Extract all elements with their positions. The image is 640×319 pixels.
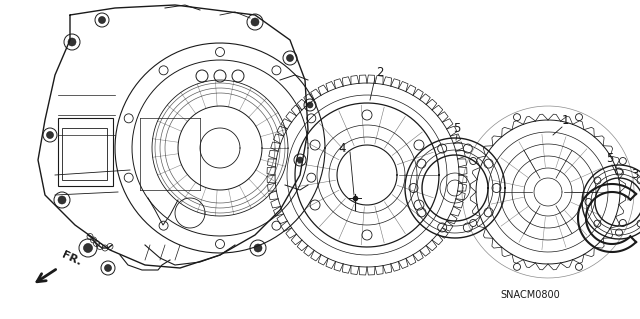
Circle shape [83, 243, 93, 253]
Circle shape [575, 114, 582, 121]
Text: 2: 2 [376, 65, 384, 78]
Circle shape [216, 48, 225, 56]
Text: FR.: FR. [60, 249, 83, 267]
Text: 1: 1 [561, 114, 569, 127]
Text: 5: 5 [606, 152, 614, 165]
Circle shape [251, 18, 259, 26]
Circle shape [470, 219, 477, 226]
Circle shape [124, 173, 133, 182]
Text: 4: 4 [339, 142, 346, 154]
Text: 3: 3 [631, 168, 639, 182]
Circle shape [159, 221, 168, 230]
Circle shape [124, 114, 133, 123]
Circle shape [297, 157, 303, 163]
Circle shape [254, 244, 262, 252]
Circle shape [575, 263, 582, 270]
Circle shape [47, 131, 54, 138]
Circle shape [470, 158, 477, 165]
Circle shape [104, 264, 111, 271]
Circle shape [68, 38, 76, 46]
Circle shape [272, 66, 281, 75]
Circle shape [99, 17, 106, 24]
Circle shape [513, 114, 520, 121]
Text: SNACM0800: SNACM0800 [500, 290, 560, 300]
Circle shape [272, 221, 281, 230]
Circle shape [287, 55, 294, 62]
Circle shape [307, 114, 316, 123]
Circle shape [159, 66, 168, 75]
Circle shape [307, 173, 316, 182]
Circle shape [513, 263, 520, 270]
Circle shape [620, 219, 627, 226]
Circle shape [307, 102, 313, 108]
Circle shape [58, 196, 66, 204]
Circle shape [216, 240, 225, 249]
Circle shape [620, 158, 627, 165]
Text: 5: 5 [453, 122, 461, 135]
